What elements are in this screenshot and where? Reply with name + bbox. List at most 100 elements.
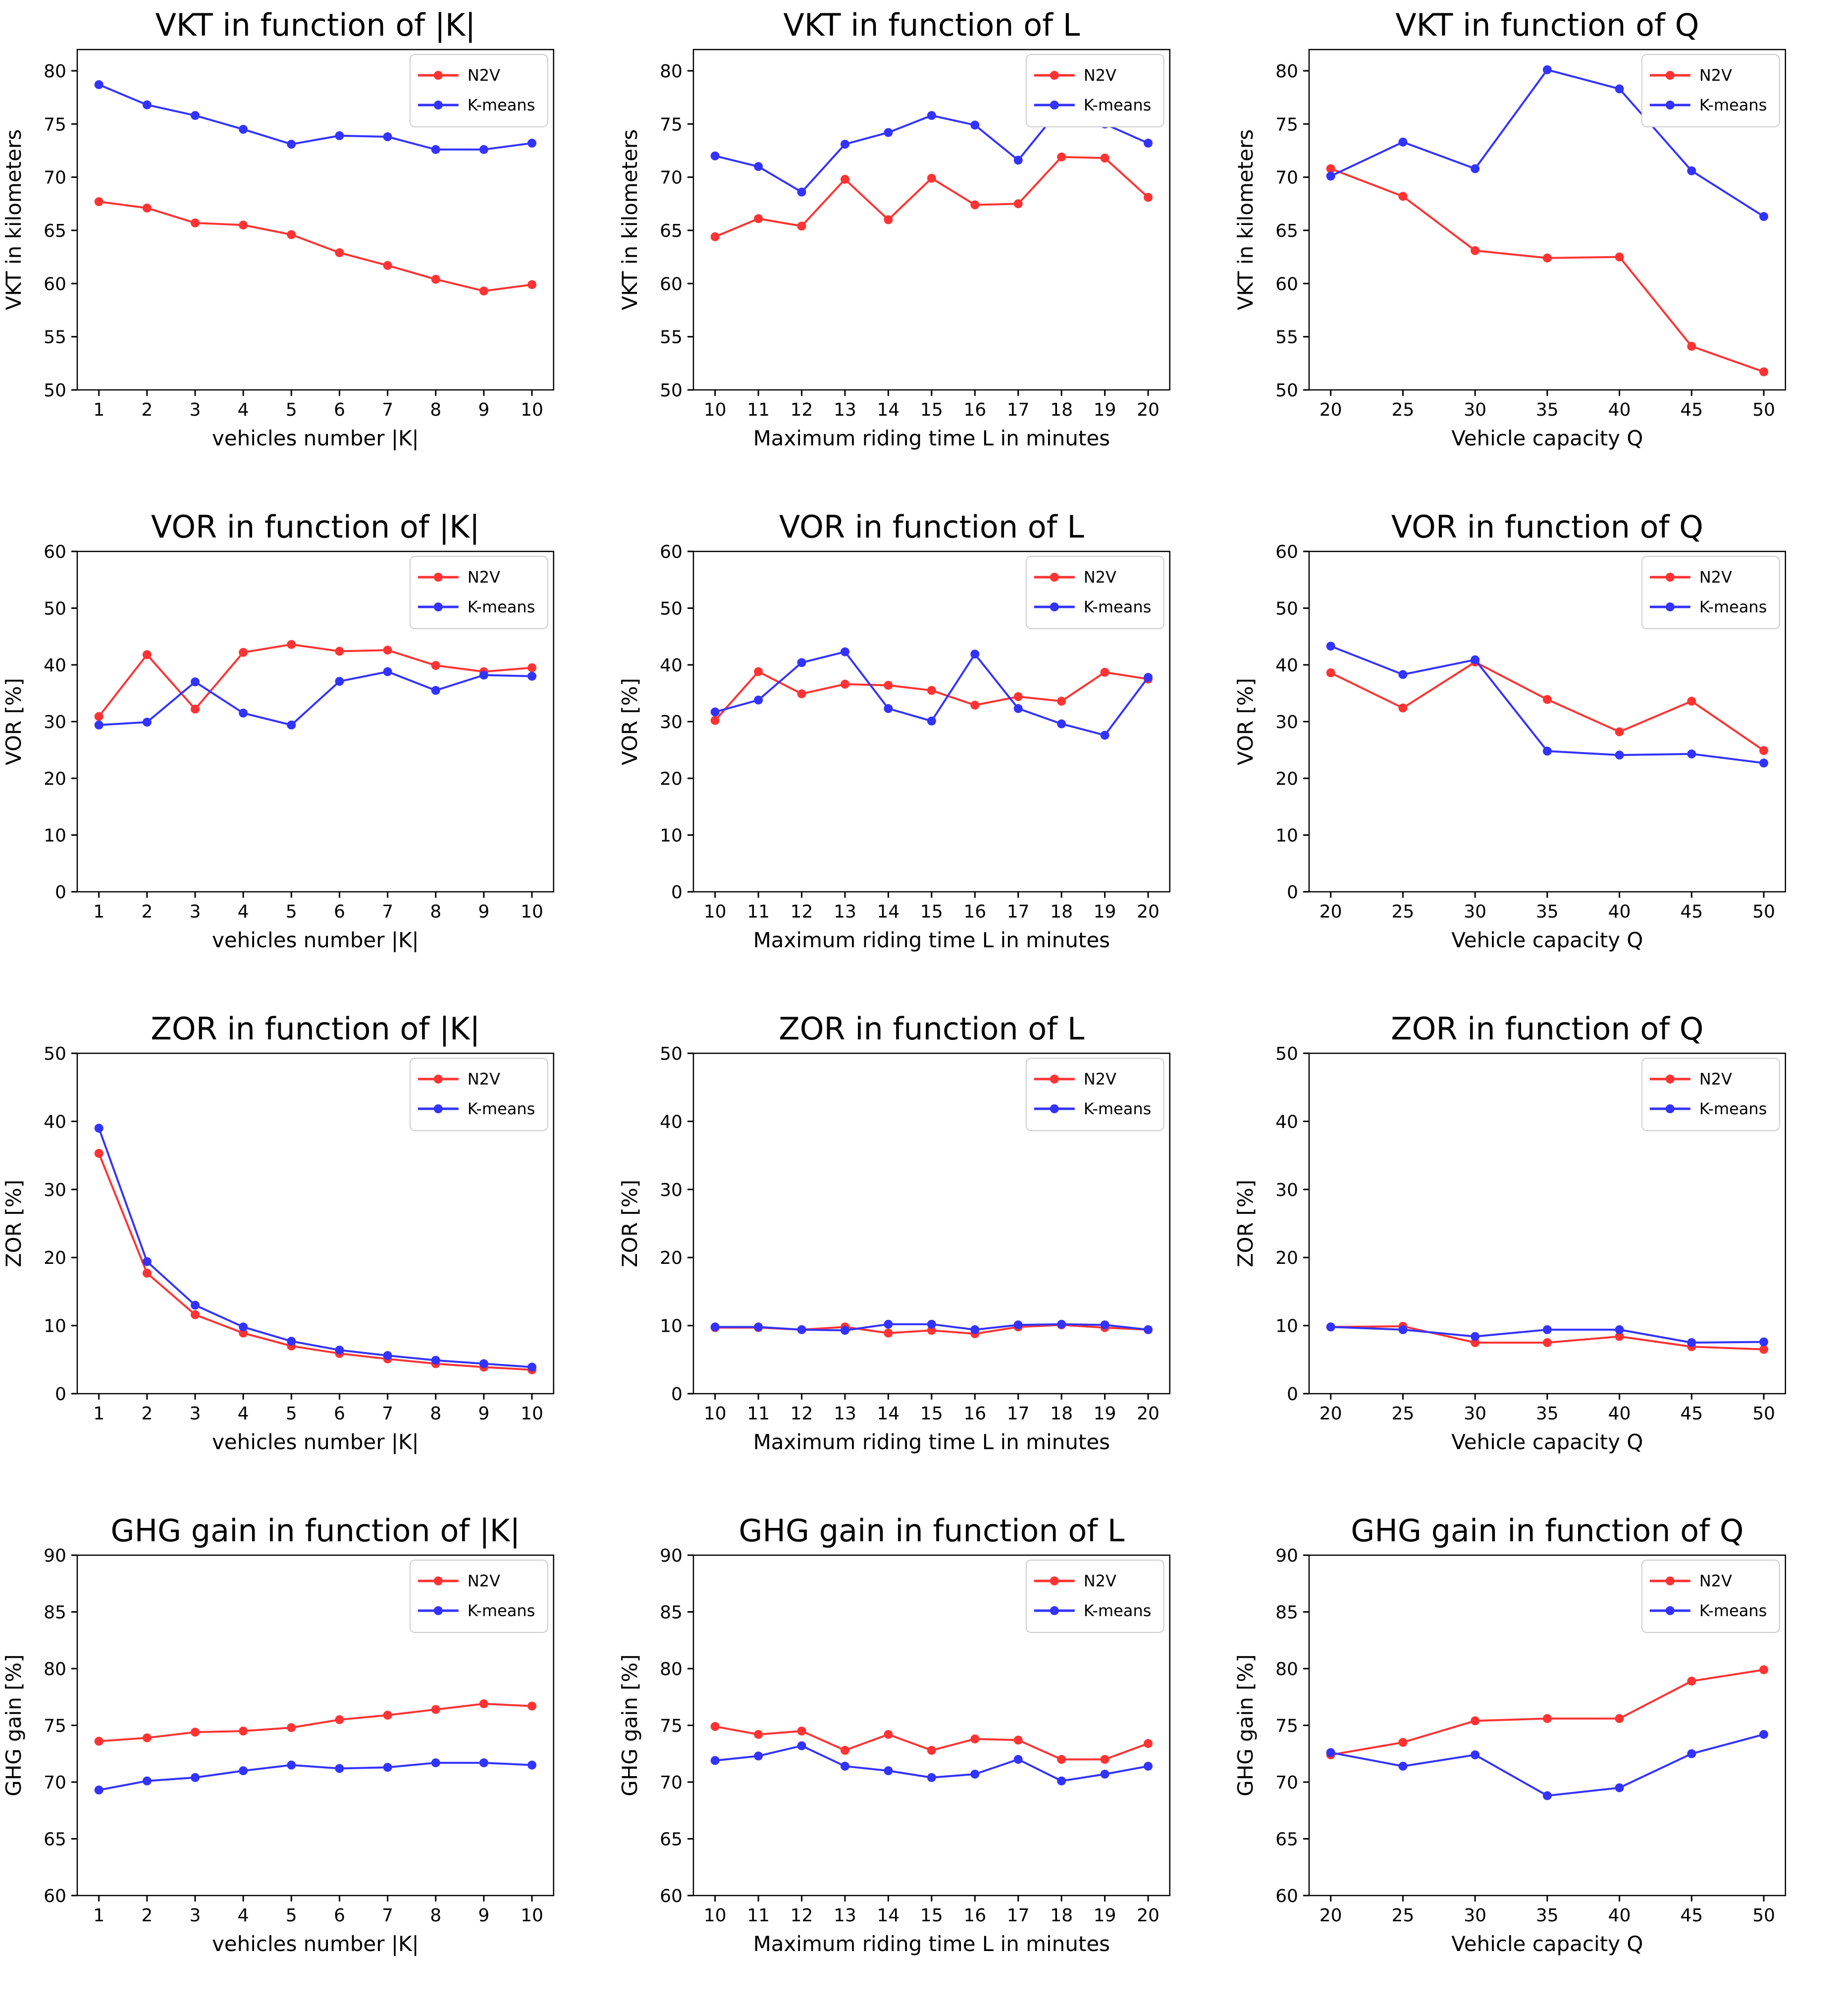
y-tick-label: 30 xyxy=(1276,712,1299,732)
x-tick-label: 5 xyxy=(286,1404,297,1424)
data-point-k-means xyxy=(970,650,979,659)
y-tick-label: 50 xyxy=(660,1044,683,1064)
x-tick-label: 6 xyxy=(334,1905,345,1926)
x-axis-label: Maximum riding time L in minutes xyxy=(753,1932,1109,1956)
legend-marker-n2v xyxy=(433,1075,443,1084)
plot-svg: GHG gain in function of L 10 11 12 13 14 15 16 1… xyxy=(618,1513,1170,1956)
y-tick-label: 20 xyxy=(660,769,683,789)
data-point-n2v xyxy=(190,218,200,227)
legend-box xyxy=(409,556,548,629)
data-point-n2v xyxy=(239,220,248,230)
data-point-k-means xyxy=(710,1322,720,1332)
plot-svg: ZOR in function of Q 20 25 30 35 40 45 50 0 10 20 3… xyxy=(1233,1011,1787,1454)
x-tick-label: 12 xyxy=(790,902,813,922)
y-tick-label: 40 xyxy=(1276,655,1299,676)
y-tick-label: 55 xyxy=(1276,327,1299,348)
data-point-n2v xyxy=(1615,1332,1624,1341)
y-tick-label: 70 xyxy=(1276,168,1299,188)
x-tick-label: 3 xyxy=(190,902,201,922)
legend-label: K-means xyxy=(1083,1601,1151,1620)
data-point-k-means xyxy=(1056,719,1066,729)
data-point-n2v xyxy=(142,650,152,659)
series-line-n2v xyxy=(98,643,532,717)
x-tick-label: 8 xyxy=(430,400,441,420)
legend: N2V K-means xyxy=(1641,1560,1781,1633)
y-tick-label: 65 xyxy=(660,1829,683,1849)
chart-vkt-vs-q: VKT in function of Q 20 25 30 35 40 45 50 50 55 60… xyxy=(1232,0,1848,502)
chart-zor-vs-q: ZOR in function of Q 20 25 30 35 40 45 50 0 10 20 3… xyxy=(1232,1004,1848,1506)
x-tick-label: 9 xyxy=(478,902,489,922)
data-point-k-means xyxy=(840,1761,849,1771)
chart-ghg-vs-k: GHG gain in function of |K| 1 2 3 4 5 6 7 8 9 10 60… xyxy=(0,1506,616,2008)
legend-box xyxy=(1641,1560,1781,1633)
x-tick-label: 5 xyxy=(286,400,297,420)
data-point-k-means xyxy=(840,140,849,149)
x-tick-label: 20 xyxy=(1320,1404,1342,1424)
data-point-n2v xyxy=(927,1326,936,1335)
y-axis-label: GHG gain [%] xyxy=(1233,1654,1258,1796)
y-tick-label: 65 xyxy=(1276,1829,1299,1849)
y-tick-label: 40 xyxy=(1276,1112,1299,1132)
y-tick-label: 80 xyxy=(44,1659,66,1680)
y-tick-label: 60 xyxy=(660,542,683,562)
x-tick-label: 45 xyxy=(1681,1404,1703,1424)
legend-marker-k-means xyxy=(1050,1606,1059,1615)
y-tick-label: 70 xyxy=(660,168,683,188)
series-line-n2v xyxy=(99,1702,532,1742)
legend-marker-n2v xyxy=(433,71,443,80)
data-point-n2v xyxy=(884,1730,893,1739)
x-tick-label: 8 xyxy=(430,1905,441,1926)
y-tick-label: 70 xyxy=(1276,1773,1299,1793)
data-point-k-means xyxy=(1013,1320,1023,1330)
data-point-k-means xyxy=(884,704,893,713)
x-tick-label: 40 xyxy=(1608,902,1631,922)
legend-label: N2V xyxy=(1083,568,1116,587)
x-tick-label: 16 xyxy=(963,1905,986,1926)
legend-marker-n2v xyxy=(1050,71,1059,80)
x-tick-label: 30 xyxy=(1464,1905,1487,1926)
chart-title: GHG gain in function of |K| xyxy=(110,1513,520,1549)
x-tick-label: 4 xyxy=(238,1404,249,1424)
y-tick-label: 90 xyxy=(660,1546,683,1566)
y-tick-label: 30 xyxy=(1276,1180,1299,1200)
data-point-k-means xyxy=(190,1301,200,1310)
legend-marker-n2v xyxy=(1050,1576,1059,1585)
data-point-n2v xyxy=(1759,367,1769,377)
data-point-k-means xyxy=(1326,171,1335,181)
data-point-k-means xyxy=(1759,1730,1769,1739)
series-line-n2v xyxy=(714,670,1148,721)
y-tick-label: 30 xyxy=(44,712,66,732)
x-tick-label: 16 xyxy=(963,902,986,922)
data-point-n2v xyxy=(94,197,104,207)
y-tick-label: 0 xyxy=(1287,1384,1298,1405)
data-point-k-means xyxy=(1326,1748,1335,1757)
data-point-n2v xyxy=(1687,697,1696,706)
data-point-k-means xyxy=(884,128,893,137)
data-point-n2v xyxy=(1615,727,1624,737)
x-tick-label: 20 xyxy=(1320,1905,1342,1926)
x-tick-label: 14 xyxy=(877,902,899,922)
x-tick-label: 20 xyxy=(1137,902,1160,922)
plot-svg: VKT in function of |K| 1 2 3 4 5 6 7 8 9 10 50 55 60 6… xyxy=(1,7,554,450)
data-point-k-means xyxy=(1543,1791,1552,1800)
y-tick-label: 20 xyxy=(660,1248,683,1268)
data-point-n2v xyxy=(431,274,440,284)
legend-label: K-means xyxy=(468,96,535,114)
x-tick-label: 3 xyxy=(190,1404,201,1424)
legend: N2V K-means xyxy=(1641,556,1781,629)
y-tick-label: 70 xyxy=(660,1773,683,1793)
legend: N2V K-means xyxy=(409,1058,548,1131)
data-point-k-means xyxy=(431,145,440,154)
data-point-k-means xyxy=(190,1773,200,1782)
legend-box xyxy=(1025,1560,1164,1633)
data-point-k-means xyxy=(383,1351,392,1360)
data-point-k-means xyxy=(927,716,936,726)
legend-marker-k-means xyxy=(1666,101,1675,109)
data-point-k-means xyxy=(753,162,763,171)
data-point-n2v xyxy=(1759,1345,1769,1354)
data-point-n2v xyxy=(1543,253,1552,263)
y-tick-label: 90 xyxy=(44,1546,66,1566)
x-tick-label: 20 xyxy=(1320,400,1342,420)
x-tick-label: 18 xyxy=(1050,902,1073,922)
x-tick-label: 1 xyxy=(93,1905,105,1926)
